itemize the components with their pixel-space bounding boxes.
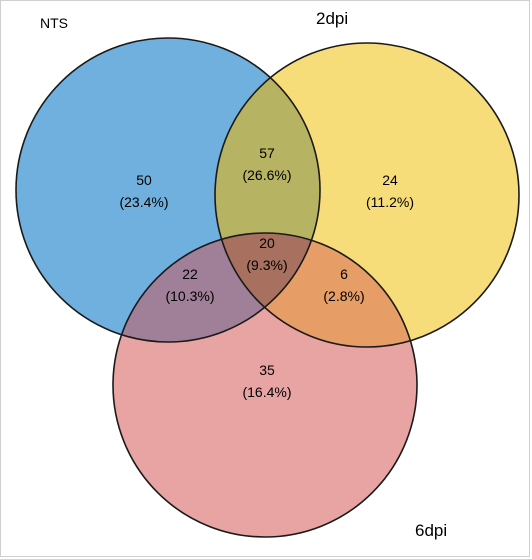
all-three-count: 20 xyxy=(259,235,275,251)
nts-only-count: 50 xyxy=(136,172,152,188)
2dpi-6dpi-percent: (2.8%) xyxy=(323,288,364,304)
2dpi-6dpi-count: 6 xyxy=(340,266,348,282)
nts-only-percent: (23.4%) xyxy=(119,194,168,210)
2dpi-only-count: 24 xyxy=(382,172,398,188)
nts-label: NTS xyxy=(40,15,68,31)
nts-6dpi-count: 22 xyxy=(182,266,198,282)
6dpi-label: 6dpi xyxy=(415,521,447,540)
all-three-percent: (9.3%) xyxy=(246,257,287,273)
nts-6dpi-overlap xyxy=(113,233,320,342)
nts-6dpi-percent: (10.3%) xyxy=(165,288,214,304)
2dpi-6dpi-overlap xyxy=(215,233,417,347)
6dpi-only-percent: (16.4%) xyxy=(242,384,291,400)
6dpi-only-count: 35 xyxy=(259,362,275,378)
6dpi-outline xyxy=(112,232,418,538)
2dpi-outline xyxy=(214,42,520,348)
nts-outline xyxy=(15,37,321,343)
2dpi-label: 2dpi xyxy=(316,9,348,28)
nts-2dpi-count: 57 xyxy=(259,145,275,161)
2dpi-only-percent: (11.2%) xyxy=(366,194,414,210)
nts-2dpi-percent: (26.6%) xyxy=(242,167,291,183)
